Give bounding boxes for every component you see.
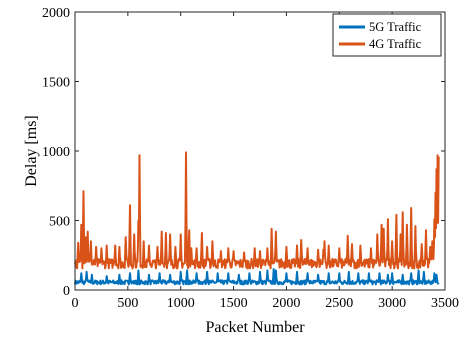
y-tick-label: 1500 xyxy=(42,76,70,91)
legend: 5G Traffic 4G Traffic xyxy=(332,13,442,57)
x-tick-label: 3000 xyxy=(378,296,406,311)
x-tick-label: 3500 xyxy=(431,296,459,311)
series-line-4g xyxy=(74,151,440,270)
x-tick-label: 1000 xyxy=(167,296,195,311)
y-tick-label: 1000 xyxy=(42,145,70,160)
plot-area xyxy=(74,151,440,286)
x-tick-label: 0 xyxy=(72,296,79,311)
legend-entry: 5G Traffic xyxy=(369,20,422,34)
x-tick-label: 500 xyxy=(117,296,138,311)
x-axis-title: Packet Number xyxy=(205,319,305,336)
x-tick-label: 2500 xyxy=(325,296,353,311)
y-tick-label: 2000 xyxy=(42,6,70,21)
series-line-5g xyxy=(74,268,440,286)
axes: 0 500 1000 1500 2000 2500 3000 3500 0 500 1000 1500… xyxy=(42,6,459,311)
legend-box xyxy=(332,13,442,57)
y-tick-label: 0 xyxy=(63,284,70,299)
x-tick-label: 1500 xyxy=(220,296,248,311)
legend-entry: 4G Traffic xyxy=(369,37,422,51)
y-axis-title: Delay [ms] xyxy=(23,115,40,187)
x-tick-label: 2000 xyxy=(272,296,300,311)
y-tick-label: 500 xyxy=(49,215,70,230)
